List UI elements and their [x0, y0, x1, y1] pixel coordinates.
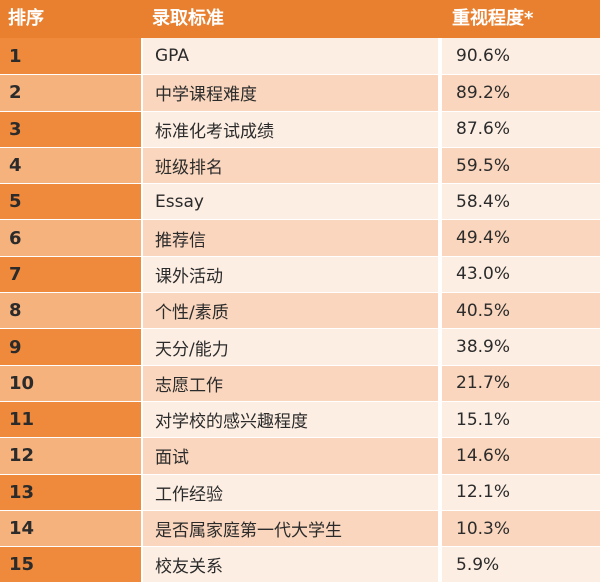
criteria-cell: GPA: [143, 38, 440, 75]
table-row: 10 志愿工作 21.7%: [0, 364, 600, 401]
weight-cell: 89.2%: [442, 74, 600, 111]
weight-cell: 87.6%: [442, 110, 600, 147]
criteria-cell: 个性/素质: [143, 292, 440, 329]
weight-cell: 43.0%: [442, 255, 600, 293]
rank-cell: 2: [0, 74, 141, 111]
weight-cell: 58.4%: [442, 183, 600, 220]
table-body: 1 GPA 90.6% 2 中学课程难度 89.2% 3 标准化考试成绩 87.6% 4 班级排名 5…: [0, 38, 600, 582]
criteria-cell: 中学课程难度: [143, 74, 440, 111]
rank-cell: 15: [0, 546, 141, 582]
rank-cell: 7: [0, 255, 141, 293]
table-row: 8 个性/素质 40.5%: [0, 292, 600, 329]
criteria-cell: 标准化考试成绩: [143, 110, 440, 147]
criteria-cell: 课外活动: [143, 255, 440, 293]
header-criteria: 录取标准: [152, 8, 224, 29]
table-header: 排序 录取标准 重视程度*: [0, 0, 600, 38]
table-row: 6 推荐信 49.4%: [0, 219, 600, 256]
rank-cell: 10: [0, 364, 141, 401]
table-row: 12 面试 14.6%: [0, 437, 600, 474]
rank-cell: 14: [0, 509, 141, 547]
rank-cell: 12: [0, 437, 141, 474]
weight-cell: 10.3%: [442, 509, 600, 547]
criteria-cell: 是否属家庭第一代大学生: [143, 509, 440, 547]
table-row: 1 GPA 90.6%: [0, 38, 600, 75]
rank-cell: 11: [0, 400, 141, 438]
criteria-cell: 班级排名: [143, 146, 440, 184]
rank-cell: 6: [0, 219, 141, 256]
rank-cell: 13: [0, 473, 141, 510]
table-row: 7 课外活动 43.0%: [0, 255, 600, 293]
weight-cell: 14.6%: [442, 437, 600, 474]
weight-cell: 15.1%: [442, 400, 600, 438]
criteria-cell: Essay: [143, 183, 440, 220]
criteria-cell: 天分/能力: [143, 328, 440, 365]
criteria-cell: 志愿工作: [143, 364, 440, 401]
criteria-cell: 对学校的感兴趣程度: [143, 400, 440, 438]
table-row: 15 校友关系 5.9%: [0, 546, 600, 582]
rank-cell: 8: [0, 292, 141, 329]
criteria-cell: 校友关系: [143, 546, 440, 582]
table-row: 2 中学课程难度 89.2%: [0, 74, 600, 111]
weight-cell: 90.6%: [442, 38, 600, 75]
weight-cell: 59.5%: [442, 146, 600, 184]
table-row: 4 班级排名 59.5%: [0, 146, 600, 184]
table-row: 13 工作经验 12.1%: [0, 473, 600, 510]
header-weight: 重视程度*: [452, 8, 534, 29]
weight-cell: 12.1%: [442, 473, 600, 510]
table-row: 3 标准化考试成绩 87.6%: [0, 110, 600, 147]
criteria-cell: 面试: [143, 437, 440, 474]
header-rank: 排序: [8, 8, 44, 29]
weight-cell: 21.7%: [442, 364, 600, 401]
rank-cell: 1: [0, 38, 141, 75]
rank-cell: 3: [0, 110, 141, 147]
weight-cell: 38.9%: [442, 328, 600, 365]
rank-cell: 4: [0, 146, 141, 184]
table-row: 9 天分/能力 38.9%: [0, 328, 600, 365]
criteria-cell: 工作经验: [143, 473, 440, 510]
table-row: 5 Essay 58.4%: [0, 183, 600, 220]
table-row: 14 是否属家庭第一代大学生 10.3%: [0, 509, 600, 547]
rank-cell: 5: [0, 183, 141, 220]
table-row: 11 对学校的感兴趣程度 15.1%: [0, 400, 600, 438]
criteria-cell: 推荐信: [143, 219, 440, 256]
weight-cell: 5.9%: [442, 546, 600, 582]
rank-cell: 9: [0, 328, 141, 365]
weight-cell: 49.4%: [442, 219, 600, 256]
weight-cell: 40.5%: [442, 292, 600, 329]
